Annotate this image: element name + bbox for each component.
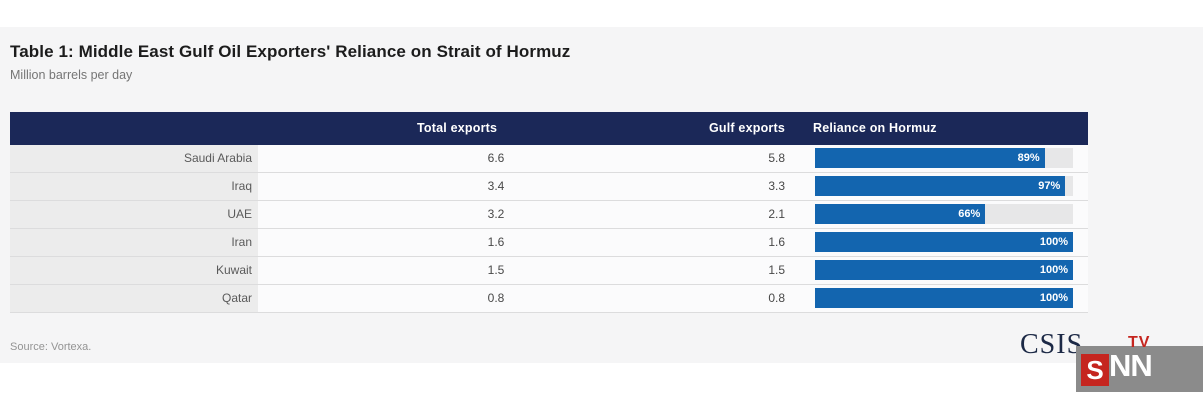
reliance-percent-label: 100% <box>1039 236 1068 248</box>
snn-logo-tv: TV <box>1128 334 1151 351</box>
gulf-exports-value: 3.3 <box>768 179 785 193</box>
total-exports-value: 3.2 <box>487 207 505 221</box>
reliance-bar: 100% <box>815 232 1073 252</box>
reliance-bar-track: 100% <box>815 260 1073 280</box>
gulf-exports-value: 5.8 <box>768 151 785 165</box>
table-row: Saudi Arabia 6.6 5.8 89% <box>10 145 1088 173</box>
gulf-exports-value: 1.6 <box>768 235 785 249</box>
country-label: UAE <box>10 201 258 228</box>
reliance-bar-track: 97% <box>815 176 1073 196</box>
table-row: Iraq 3.4 3.3 97% <box>10 173 1088 201</box>
country-label: Qatar <box>10 285 258 312</box>
column-header-total-exports: Total exports <box>417 121 498 135</box>
total-exports-value: 3.4 <box>487 179 505 193</box>
country-label: Kuwait <box>10 257 258 284</box>
total-exports-value: 6.6 <box>487 151 505 165</box>
country-label: Iran <box>10 229 258 256</box>
table-row: UAE 3.2 2.1 66% <box>10 201 1088 229</box>
reliance-bar: 97% <box>815 176 1066 196</box>
reliance-percent-label: 97% <box>1038 180 1061 192</box>
gulf-exports-value: 2.1 <box>768 207 785 221</box>
gulf-exports-value: 0.8 <box>768 291 785 305</box>
reliance-percent-label: 100% <box>1039 264 1068 276</box>
table-subtitle: Million barrels per day <box>10 68 133 82</box>
reliance-percent-label: 100% <box>1039 292 1068 304</box>
table-row: Iran 1.6 1.6 100% <box>10 229 1088 257</box>
table-row: Qatar 0.8 0.8 100% <box>10 285 1088 313</box>
table-row: Kuwait 1.5 1.5 100% <box>10 257 1088 285</box>
column-header-gulf-exports: Gulf exports <box>708 121 785 135</box>
country-label: Saudi Arabia <box>10 145 258 172</box>
reliance-bar: 100% <box>815 288 1073 308</box>
reliance-percent-label: 66% <box>958 208 981 220</box>
snn-logo-s: S <box>1081 354 1109 386</box>
reliance-bar-track: 89% <box>815 148 1073 168</box>
source-note: Source: Vortexa. <box>10 341 92 353</box>
reliance-bar-track: 66% <box>815 204 1073 224</box>
reliance-bar-track: 100% <box>815 232 1073 252</box>
data-table: Total exports Gulf exports Reliance on H… <box>10 112 1088 313</box>
country-label: Iraq <box>10 173 258 200</box>
table-header-row: Total exports Gulf exports Reliance on H… <box>10 112 1088 145</box>
reliance-bar: 100% <box>815 260 1073 280</box>
reliance-bar-track: 100% <box>815 288 1073 308</box>
table-body: Saudi Arabia 6.6 5.8 89% Iraq 3.4 3.3 97… <box>10 145 1088 313</box>
csis-logo: CSIS <box>1020 329 1084 360</box>
total-exports-value: 1.6 <box>487 235 505 249</box>
total-exports-value: 0.8 <box>487 291 505 305</box>
table-title: Table 1: Middle East Gulf Oil Exporters'… <box>10 42 571 61</box>
snn-tv-logo: S NN TV <box>1076 334 1203 392</box>
column-header-reliance: Reliance on Hormuz <box>813 121 937 135</box>
gulf-exports-value: 1.5 <box>768 263 785 277</box>
reliance-percent-label: 89% <box>1017 152 1040 164</box>
total-exports-value: 1.5 <box>487 263 505 277</box>
snn-logo-nn: NN <box>1109 348 1153 383</box>
reliance-bar: 66% <box>815 204 986 224</box>
reliance-bar: 89% <box>815 148 1045 168</box>
